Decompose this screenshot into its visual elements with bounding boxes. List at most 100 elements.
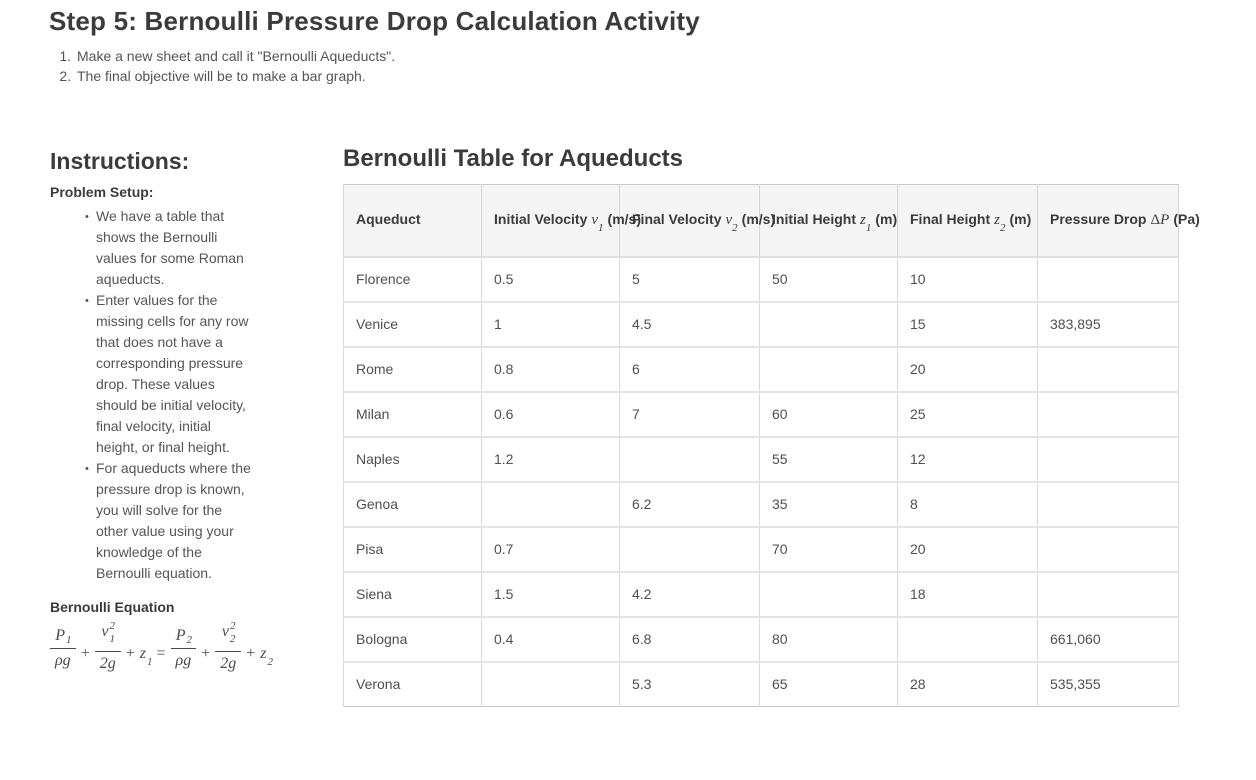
col-unit: (Pa) xyxy=(1173,211,1200,228)
table-cell-v2: 6.2 xyxy=(619,480,760,527)
table-cell-z1: 70 xyxy=(759,525,898,572)
table-cell-v1 xyxy=(481,660,620,707)
col-header-initial-height: Initial Height z1(m) xyxy=(759,184,898,258)
table-cell-aqueduct: Bologna xyxy=(343,615,482,662)
table-cell-v1 xyxy=(481,480,620,527)
math-var: P xyxy=(55,626,65,644)
problem-setup-label: Problem Setup: xyxy=(50,184,154,200)
col-header-final-velocity: Final Velocity v2(m/s) xyxy=(619,184,775,258)
table-cell-dp xyxy=(1037,345,1179,392)
equation-heading: Bernoulli Equation xyxy=(50,599,175,615)
table-body: Florence 0.5 5 50 10 Venice 1 4.5 15 383,895 Rome 0… xyxy=(343,255,1179,707)
table-cell-z2: 8 xyxy=(897,480,1038,527)
math-sup: 2 xyxy=(109,620,116,632)
table-cell-v1: 1.2 xyxy=(481,435,620,482)
col-unit: (m/s) xyxy=(741,211,776,228)
col-math: v2 xyxy=(725,212,738,235)
table-cell-v2: 7 xyxy=(619,390,760,437)
table-cell-v2: 4.2 xyxy=(619,570,760,617)
table-row: Rome 0.8 6 20 xyxy=(343,345,1179,392)
table-cell-v1: 0.8 xyxy=(481,345,620,392)
col-label: Final Height xyxy=(910,211,991,228)
col-label: Aqueduct xyxy=(356,211,421,228)
col-label: Final Velocity xyxy=(632,211,722,228)
table-row: Milan 0.6 7 60 25 xyxy=(343,390,1179,437)
table-cell-aqueduct: Verona xyxy=(343,660,482,707)
table-cell-aqueduct: Florence xyxy=(343,255,482,302)
step-item-2: The final objective will be to make a ba… xyxy=(75,66,949,86)
table-cell-z1 xyxy=(759,570,898,617)
table-cell-z2: 28 xyxy=(897,660,1038,707)
instruction-bullet-2: Enter values for the missing cells for a… xyxy=(85,290,256,458)
table-cell-dp xyxy=(1037,435,1179,482)
math-var: v xyxy=(101,623,109,640)
table-cell-aqueduct: Naples xyxy=(343,435,482,482)
math-sup: 2 xyxy=(230,620,236,632)
table-cell-z1 xyxy=(759,300,898,347)
table-cell-v1: 0.7 xyxy=(481,525,620,572)
table-cell-dp xyxy=(1037,570,1179,617)
table-cell-v1: 1 xyxy=(481,300,620,347)
math-var: P xyxy=(175,626,186,644)
math-sub: 1 xyxy=(146,656,153,669)
math-denominator: 2g xyxy=(215,651,242,673)
plus-operator: + xyxy=(125,645,135,663)
table-cell-v1: 0.4 xyxy=(481,615,620,662)
table-cell-v2: 6 xyxy=(619,345,760,392)
table-cell-dp xyxy=(1037,390,1179,437)
table-cell-z1 xyxy=(759,345,898,392)
table-cell-z2: 10 xyxy=(897,255,1038,302)
col-header-final-height: Final Height z2(m) xyxy=(897,184,1038,258)
table-cell-z2 xyxy=(897,615,1038,662)
table-cell-z2: 20 xyxy=(897,525,1038,572)
math-sub: 2 xyxy=(230,632,236,645)
table-cell-dp xyxy=(1037,525,1179,572)
table-cell-aqueduct: Pisa xyxy=(343,525,482,572)
math-denominator: 2g xyxy=(94,651,121,673)
instructions-panel: Instructions: Problem Setup: We have a t… xyxy=(50,148,342,673)
plus-operator: + xyxy=(246,645,256,663)
col-math: ΔP xyxy=(1150,212,1170,229)
step-item-1: Make a new sheet and call it "Bernoulli … xyxy=(75,46,949,66)
bernoulli-table: Aqueduct Initial Velocity v1(m/s) Final V… xyxy=(343,184,1200,707)
col-label: Initial Velocity xyxy=(494,211,588,228)
table-cell-v2: 5.3 xyxy=(619,660,760,707)
table-cell-z1: 60 xyxy=(759,390,898,437)
col-header-initial-velocity: Initial Velocity v1(m/s) xyxy=(481,184,641,258)
math-sub: 2 xyxy=(186,633,193,646)
table-cell-dp xyxy=(1037,255,1179,302)
math-denominator: ρg xyxy=(50,647,76,670)
math-var: v xyxy=(221,623,230,640)
table-cell-v1: 0.5 xyxy=(481,255,620,302)
math-sub: 1 xyxy=(65,633,72,646)
table-cell-aqueduct: Venice xyxy=(343,300,482,347)
col-unit: (m) xyxy=(1009,211,1032,228)
equals-operator: = xyxy=(156,645,166,663)
table-cell-z2: 15 xyxy=(897,300,1038,347)
col-math: v1 xyxy=(591,212,604,235)
table-cell-z1: 80 xyxy=(759,615,898,662)
table-cell-z1: 65 xyxy=(759,660,898,707)
table-cell-dp xyxy=(1037,480,1179,527)
math-denominator: ρg xyxy=(170,647,197,670)
math-var: z xyxy=(260,645,267,663)
instructions-heading: Instructions: xyxy=(50,148,190,174)
table-row: Siena 1.5 4.2 18 xyxy=(343,570,1179,617)
steps-list: Make a new sheet and call it "Bernoulli … xyxy=(49,46,949,86)
table-cell-z1: 50 xyxy=(759,255,898,302)
table-row: Genoa 6.2 35 8 xyxy=(343,480,1179,527)
table-header-row: Aqueduct Initial Velocity v1(m/s) Final V… xyxy=(343,184,1200,258)
document-header: Step 5: Bernoulli Pressure Drop Calculat… xyxy=(49,6,949,86)
instruction-bullet-3: For aqueducts where the pressure drop is… xyxy=(85,458,256,584)
table-cell-aqueduct: Milan xyxy=(343,390,482,437)
col-math: z1 xyxy=(860,212,872,235)
table-row: Pisa 0.7 70 20 xyxy=(343,525,1179,572)
table-cell-z2: 18 xyxy=(897,570,1038,617)
col-label: Initial Height xyxy=(772,211,856,228)
table-cell-z2: 25 xyxy=(897,390,1038,437)
col-header-aqueduct: Aqueduct xyxy=(343,184,482,258)
